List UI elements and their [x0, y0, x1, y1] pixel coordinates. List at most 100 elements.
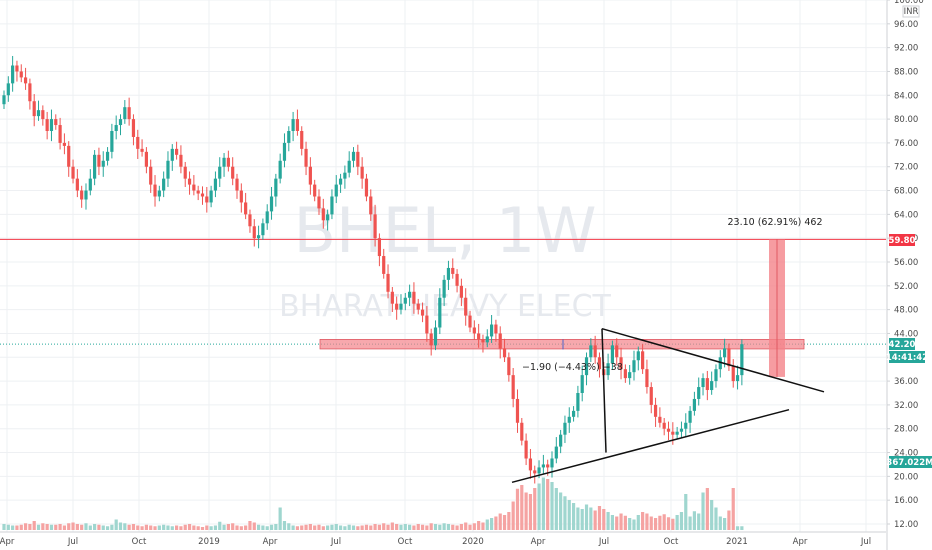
volume-bar — [205, 525, 209, 530]
candle-body — [395, 303, 399, 310]
candle-body — [563, 422, 567, 435]
candle-body — [45, 119, 49, 131]
y-tick-label: 100.00 — [894, 0, 924, 6]
volume-bar — [701, 492, 705, 530]
y-tick-label: 80.00 — [894, 115, 918, 125]
candle-body — [697, 387, 701, 399]
candle-body — [628, 372, 632, 379]
candle-body — [636, 351, 640, 361]
volume-bar — [386, 524, 390, 530]
target-price-tag — [889, 234, 915, 246]
candle-body — [343, 172, 347, 179]
volume-bar — [326, 525, 330, 530]
candle-body — [252, 226, 256, 239]
measure-down-label: −1.90 (−4.43%) −38 — [522, 362, 623, 373]
candle-body — [300, 131, 304, 149]
grid — [0, 0, 886, 532]
y-tick-label: 96.00 — [894, 20, 918, 30]
volume-bar — [265, 526, 269, 530]
currency-badge[interactable] — [902, 5, 920, 18]
volume-bar — [399, 524, 403, 530]
candle-body — [62, 142, 67, 146]
candle-body — [205, 196, 209, 203]
volume-bar — [507, 512, 511, 530]
candle-body — [701, 378, 705, 388]
candle-body — [459, 285, 463, 298]
volume-bar — [252, 522, 256, 530]
volume-bar — [377, 524, 382, 530]
volume-bar — [403, 524, 407, 530]
volume-bar — [675, 515, 679, 530]
candle-body — [511, 375, 515, 399]
volume-bar — [32, 521, 36, 530]
volume-bar — [321, 526, 325, 530]
volume-tag — [889, 456, 932, 468]
volume-bar — [429, 523, 433, 530]
x-tick-label: Jul — [860, 537, 871, 547]
drawing-zones[interactable] — [0, 238, 886, 377]
candle-body — [515, 398, 520, 423]
candle-body — [295, 119, 300, 131]
candle-body — [157, 190, 161, 197]
candle-body — [356, 151, 360, 167]
y-tick-label: 64.00 — [894, 210, 918, 220]
candle-body — [231, 166, 235, 179]
volume-bar — [235, 525, 239, 530]
candle-body — [80, 190, 84, 200]
volume-bars — [2, 477, 744, 530]
candle-body — [282, 142, 287, 161]
time-axis[interactable]: Apr Jul Oct 2019 Apr Jul Oct 2020 Apr Jul Oct 2021 A… — [0, 531, 886, 547]
candle-body — [468, 315, 472, 328]
candle-body — [416, 303, 420, 310]
volume-bar — [149, 525, 153, 530]
candle-body — [200, 193, 205, 197]
volume-bar — [88, 525, 92, 530]
candle-body — [623, 369, 627, 379]
lower-trendline — [511, 408, 790, 484]
candle-body — [645, 369, 649, 388]
candle-body — [382, 256, 386, 274]
volume-bar — [213, 525, 218, 530]
drawings[interactable] — [511, 327, 825, 484]
volume-bar — [546, 479, 550, 530]
volume-bar — [636, 515, 640, 530]
volume-bar — [666, 517, 671, 530]
y-tick-label: 56.00 — [894, 258, 918, 268]
candle-body — [248, 214, 252, 227]
candle-body — [412, 291, 416, 304]
candle-body — [537, 467, 541, 474]
triangle-left-edge — [601, 328, 607, 453]
volume-bar — [84, 523, 88, 530]
candle-body — [235, 178, 239, 191]
volume-bar — [49, 524, 54, 530]
volume-bar — [127, 524, 131, 530]
countdown-label: 14:41:42 — [886, 353, 928, 363]
volume-bar — [498, 513, 502, 530]
candle-body — [330, 196, 334, 215]
volume-bar — [101, 525, 105, 530]
candle-body — [313, 184, 317, 197]
volume-bar — [382, 523, 386, 530]
candle-body — [399, 303, 403, 310]
volume-bar — [291, 525, 295, 530]
volume-bar — [464, 522, 468, 530]
volume-bar — [559, 492, 563, 530]
volume-bar — [278, 507, 282, 530]
y-tick-label: 76.00 — [894, 139, 918, 149]
y-tick-label: 32.00 — [894, 401, 918, 411]
volume-bar — [153, 526, 157, 530]
candle-body — [528, 458, 533, 471]
volume-bar — [226, 524, 230, 530]
volume-bar — [175, 525, 179, 530]
volume-bar — [697, 513, 701, 530]
candle-body — [653, 404, 658, 417]
x-tick-label: Jul — [598, 537, 609, 547]
volume-bar — [41, 523, 45, 530]
candle-body — [213, 178, 218, 191]
candle-body — [49, 119, 54, 131]
y-tick-label: 12.00 — [894, 520, 918, 530]
volume-bar — [144, 524, 148, 530]
volume-bar — [416, 524, 420, 530]
